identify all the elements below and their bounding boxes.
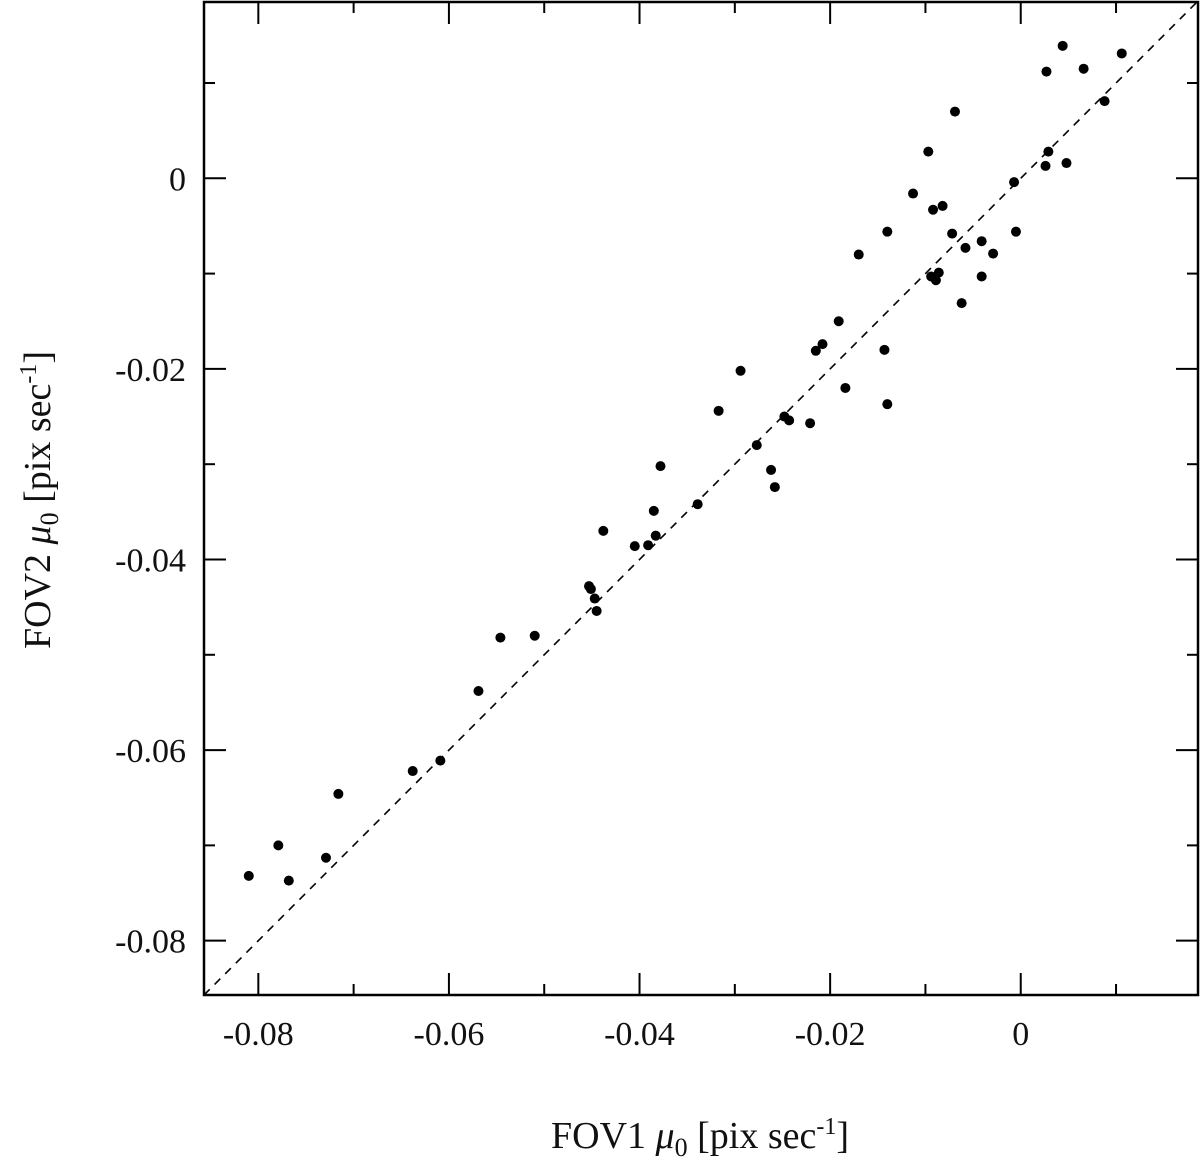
- data-point: [833, 316, 844, 327]
- data-point: [976, 271, 987, 282]
- data-point: [810, 345, 821, 356]
- data-point: [1040, 160, 1051, 171]
- data-point: [643, 540, 654, 551]
- data-point: [473, 686, 484, 697]
- data-point: [1099, 96, 1110, 107]
- data-point: [320, 852, 331, 863]
- x-tick-label: 0: [1012, 1016, 1029, 1053]
- data-point: [988, 248, 999, 259]
- data-point: [949, 106, 960, 117]
- data-point: [598, 525, 609, 536]
- data-point: [650, 530, 661, 541]
- data-point: [879, 344, 890, 355]
- data-point: [766, 464, 777, 475]
- data-point: [713, 405, 724, 416]
- data-point: [435, 755, 446, 766]
- data-point: [1010, 226, 1021, 237]
- data-point: [495, 632, 506, 643]
- data-point: [1061, 158, 1072, 169]
- data-point: [882, 226, 893, 237]
- reference-line-y-equals-x: [203, 1, 1198, 996]
- data-point: [930, 275, 941, 286]
- data-point: [976, 236, 987, 247]
- data-point: [751, 440, 762, 451]
- data-point: [1116, 48, 1127, 59]
- data-point: [1078, 63, 1089, 74]
- y-tick-label: 0: [169, 161, 186, 198]
- data-point: [273, 840, 284, 851]
- data-point: [407, 766, 418, 777]
- data-point: [805, 418, 816, 429]
- y-tick-label: -0.02: [115, 352, 186, 389]
- data-point: [853, 249, 864, 260]
- data-point: [243, 870, 254, 881]
- data-point: [655, 461, 666, 472]
- x-tick-label: -0.08: [223, 1016, 294, 1053]
- data-point: [735, 365, 746, 376]
- data-point: [882, 399, 893, 410]
- data-point: [933, 267, 944, 278]
- data-point: [937, 200, 948, 211]
- data-point: [1043, 146, 1054, 157]
- data-point: [947, 228, 958, 239]
- data-point: [1041, 66, 1052, 77]
- data-point: [928, 204, 939, 215]
- plot-frame: [202, 0, 1200, 997]
- x-tick-label: -0.06: [414, 1016, 485, 1053]
- x-tick-label: -0.04: [604, 1016, 675, 1053]
- x-tick-label: -0.02: [795, 1016, 866, 1053]
- data-point: [817, 339, 828, 350]
- data-point: [956, 298, 967, 309]
- data-point: [1009, 177, 1020, 188]
- data-point: [589, 593, 600, 604]
- data-point: [923, 146, 934, 157]
- data-point: [908, 188, 919, 199]
- data-point: [648, 505, 659, 516]
- data-point: [333, 788, 344, 799]
- y-axis-label: FOV2 μ0 [pix sec-1]: [16, 351, 64, 649]
- data-point: [283, 875, 294, 886]
- data-point: [1057, 40, 1068, 51]
- y-tick-label: -0.06: [115, 733, 186, 770]
- data-point: [692, 499, 703, 510]
- data-point: [769, 482, 780, 493]
- data-point: [960, 242, 971, 253]
- data-point: [629, 541, 640, 552]
- data-point: [840, 382, 851, 393]
- y-tick-label: -0.08: [115, 924, 186, 961]
- plot-area: -0.08 -0.06 -0.04 -0.02 0 -0.08 -0.06 -0.04 -0.0…: [115, 1, 1198, 1053]
- data-point: [591, 605, 602, 616]
- x-axis-label: FOV1 μ0 [pix sec-1]: [551, 1114, 849, 1162]
- data-point: [585, 584, 596, 595]
- y-tick-label: -0.04: [115, 542, 186, 579]
- data-point: [784, 415, 795, 426]
- data-point: [529, 630, 540, 641]
